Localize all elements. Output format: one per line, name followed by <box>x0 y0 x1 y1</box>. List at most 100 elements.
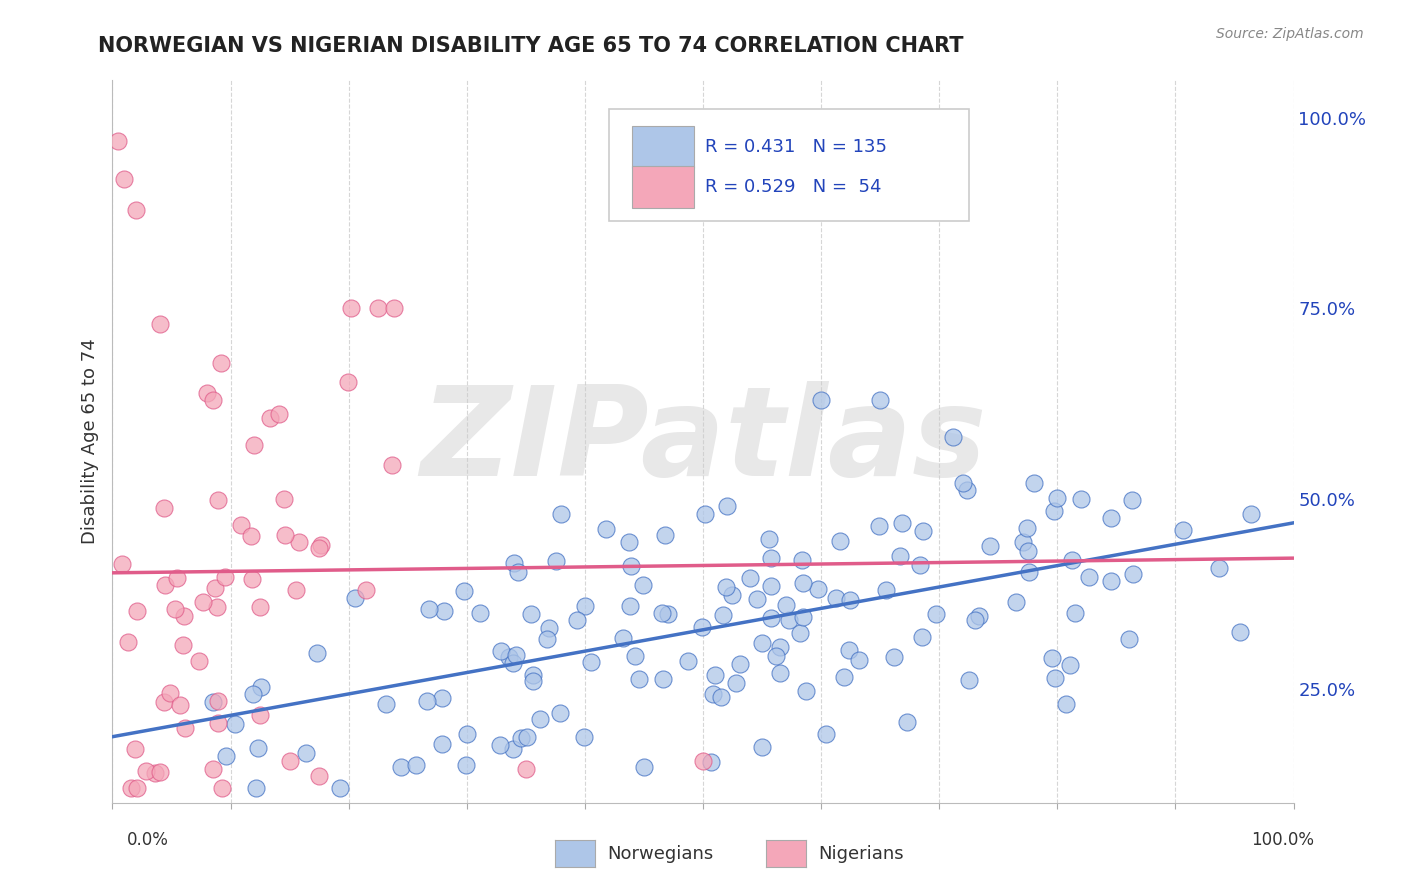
Point <box>700 755 723 769</box>
Point <box>1070 491 1092 506</box>
Point <box>536 632 558 646</box>
Text: Source: ZipAtlas.com: Source: ZipAtlas.com <box>1216 27 1364 41</box>
Point <box>309 538 332 552</box>
Point <box>952 476 974 491</box>
Point <box>875 583 897 598</box>
Point <box>711 607 734 622</box>
Point <box>1118 632 1140 647</box>
Point <box>172 638 194 652</box>
Point <box>828 533 851 548</box>
Point <box>1121 566 1143 581</box>
Point <box>489 738 512 752</box>
Point <box>416 694 439 708</box>
Point <box>695 508 717 522</box>
Point <box>537 622 560 636</box>
Point <box>714 580 737 594</box>
Point <box>747 592 769 607</box>
Point <box>339 301 361 316</box>
Point <box>1017 544 1039 558</box>
Point <box>295 746 318 760</box>
Point <box>510 731 533 745</box>
Point <box>716 499 738 513</box>
Point <box>1046 491 1069 505</box>
Point <box>267 408 290 422</box>
Point <box>1060 553 1083 567</box>
Point <box>1078 570 1101 584</box>
Point <box>389 760 412 774</box>
Point <box>367 301 389 316</box>
Point <box>751 740 773 755</box>
Point <box>195 385 218 400</box>
Point <box>166 571 188 585</box>
Point <box>112 172 135 186</box>
Point <box>1063 607 1085 621</box>
Point <box>214 570 236 584</box>
Point <box>619 599 641 613</box>
Point <box>759 610 782 624</box>
Point <box>631 578 654 592</box>
Point <box>284 582 307 597</box>
Point <box>1054 697 1077 711</box>
Point <box>329 780 352 795</box>
Point <box>243 438 266 452</box>
Point <box>778 613 800 627</box>
Point <box>896 714 918 729</box>
Point <box>149 765 172 780</box>
Text: 100.0%: 100.0% <box>1251 831 1315 849</box>
Point <box>405 757 427 772</box>
Point <box>520 607 543 621</box>
Point <box>149 317 172 331</box>
Point <box>491 644 513 658</box>
Point <box>807 582 830 596</box>
Point <box>544 554 567 568</box>
Text: ZIPatlas: ZIPatlas <box>420 381 986 502</box>
Point <box>153 578 176 592</box>
Text: R = 0.529   N =  54: R = 0.529 N = 54 <box>706 178 882 196</box>
Point <box>740 571 762 585</box>
Point <box>548 706 571 720</box>
Point <box>1015 521 1038 535</box>
Point <box>657 607 679 621</box>
Point <box>207 693 229 707</box>
Point <box>633 760 655 774</box>
Text: Nigerians: Nigerians <box>818 845 904 863</box>
Point <box>159 686 181 700</box>
Point <box>201 762 224 776</box>
Point <box>522 674 544 689</box>
Point <box>883 649 905 664</box>
Point <box>868 518 890 533</box>
Point <box>967 608 990 623</box>
Point <box>231 518 253 533</box>
Point <box>125 780 148 795</box>
Point <box>710 690 733 705</box>
Point <box>721 588 744 602</box>
Point <box>336 375 359 389</box>
Point <box>792 610 814 624</box>
Point <box>728 657 751 671</box>
Point <box>522 667 544 681</box>
FancyBboxPatch shape <box>633 166 693 208</box>
Point <box>1043 503 1066 517</box>
Point <box>572 730 595 744</box>
Point <box>430 738 453 752</box>
Point <box>111 557 134 571</box>
Point <box>550 507 572 521</box>
Point <box>1018 565 1040 579</box>
Point <box>125 202 148 217</box>
Point <box>595 522 617 536</box>
Y-axis label: Disability Age 65 to 74: Disability Age 65 to 74 <box>80 339 98 544</box>
Point <box>751 636 773 650</box>
Point <box>579 655 602 669</box>
Point <box>790 553 813 567</box>
Point <box>187 654 209 668</box>
Point <box>1121 492 1143 507</box>
Point <box>343 591 366 606</box>
Point <box>908 558 931 572</box>
Point <box>956 483 979 498</box>
Point <box>516 730 538 744</box>
Point <box>152 695 174 709</box>
Point <box>247 740 270 755</box>
Point <box>1022 476 1045 491</box>
Point <box>169 698 191 712</box>
Point <box>375 697 398 711</box>
